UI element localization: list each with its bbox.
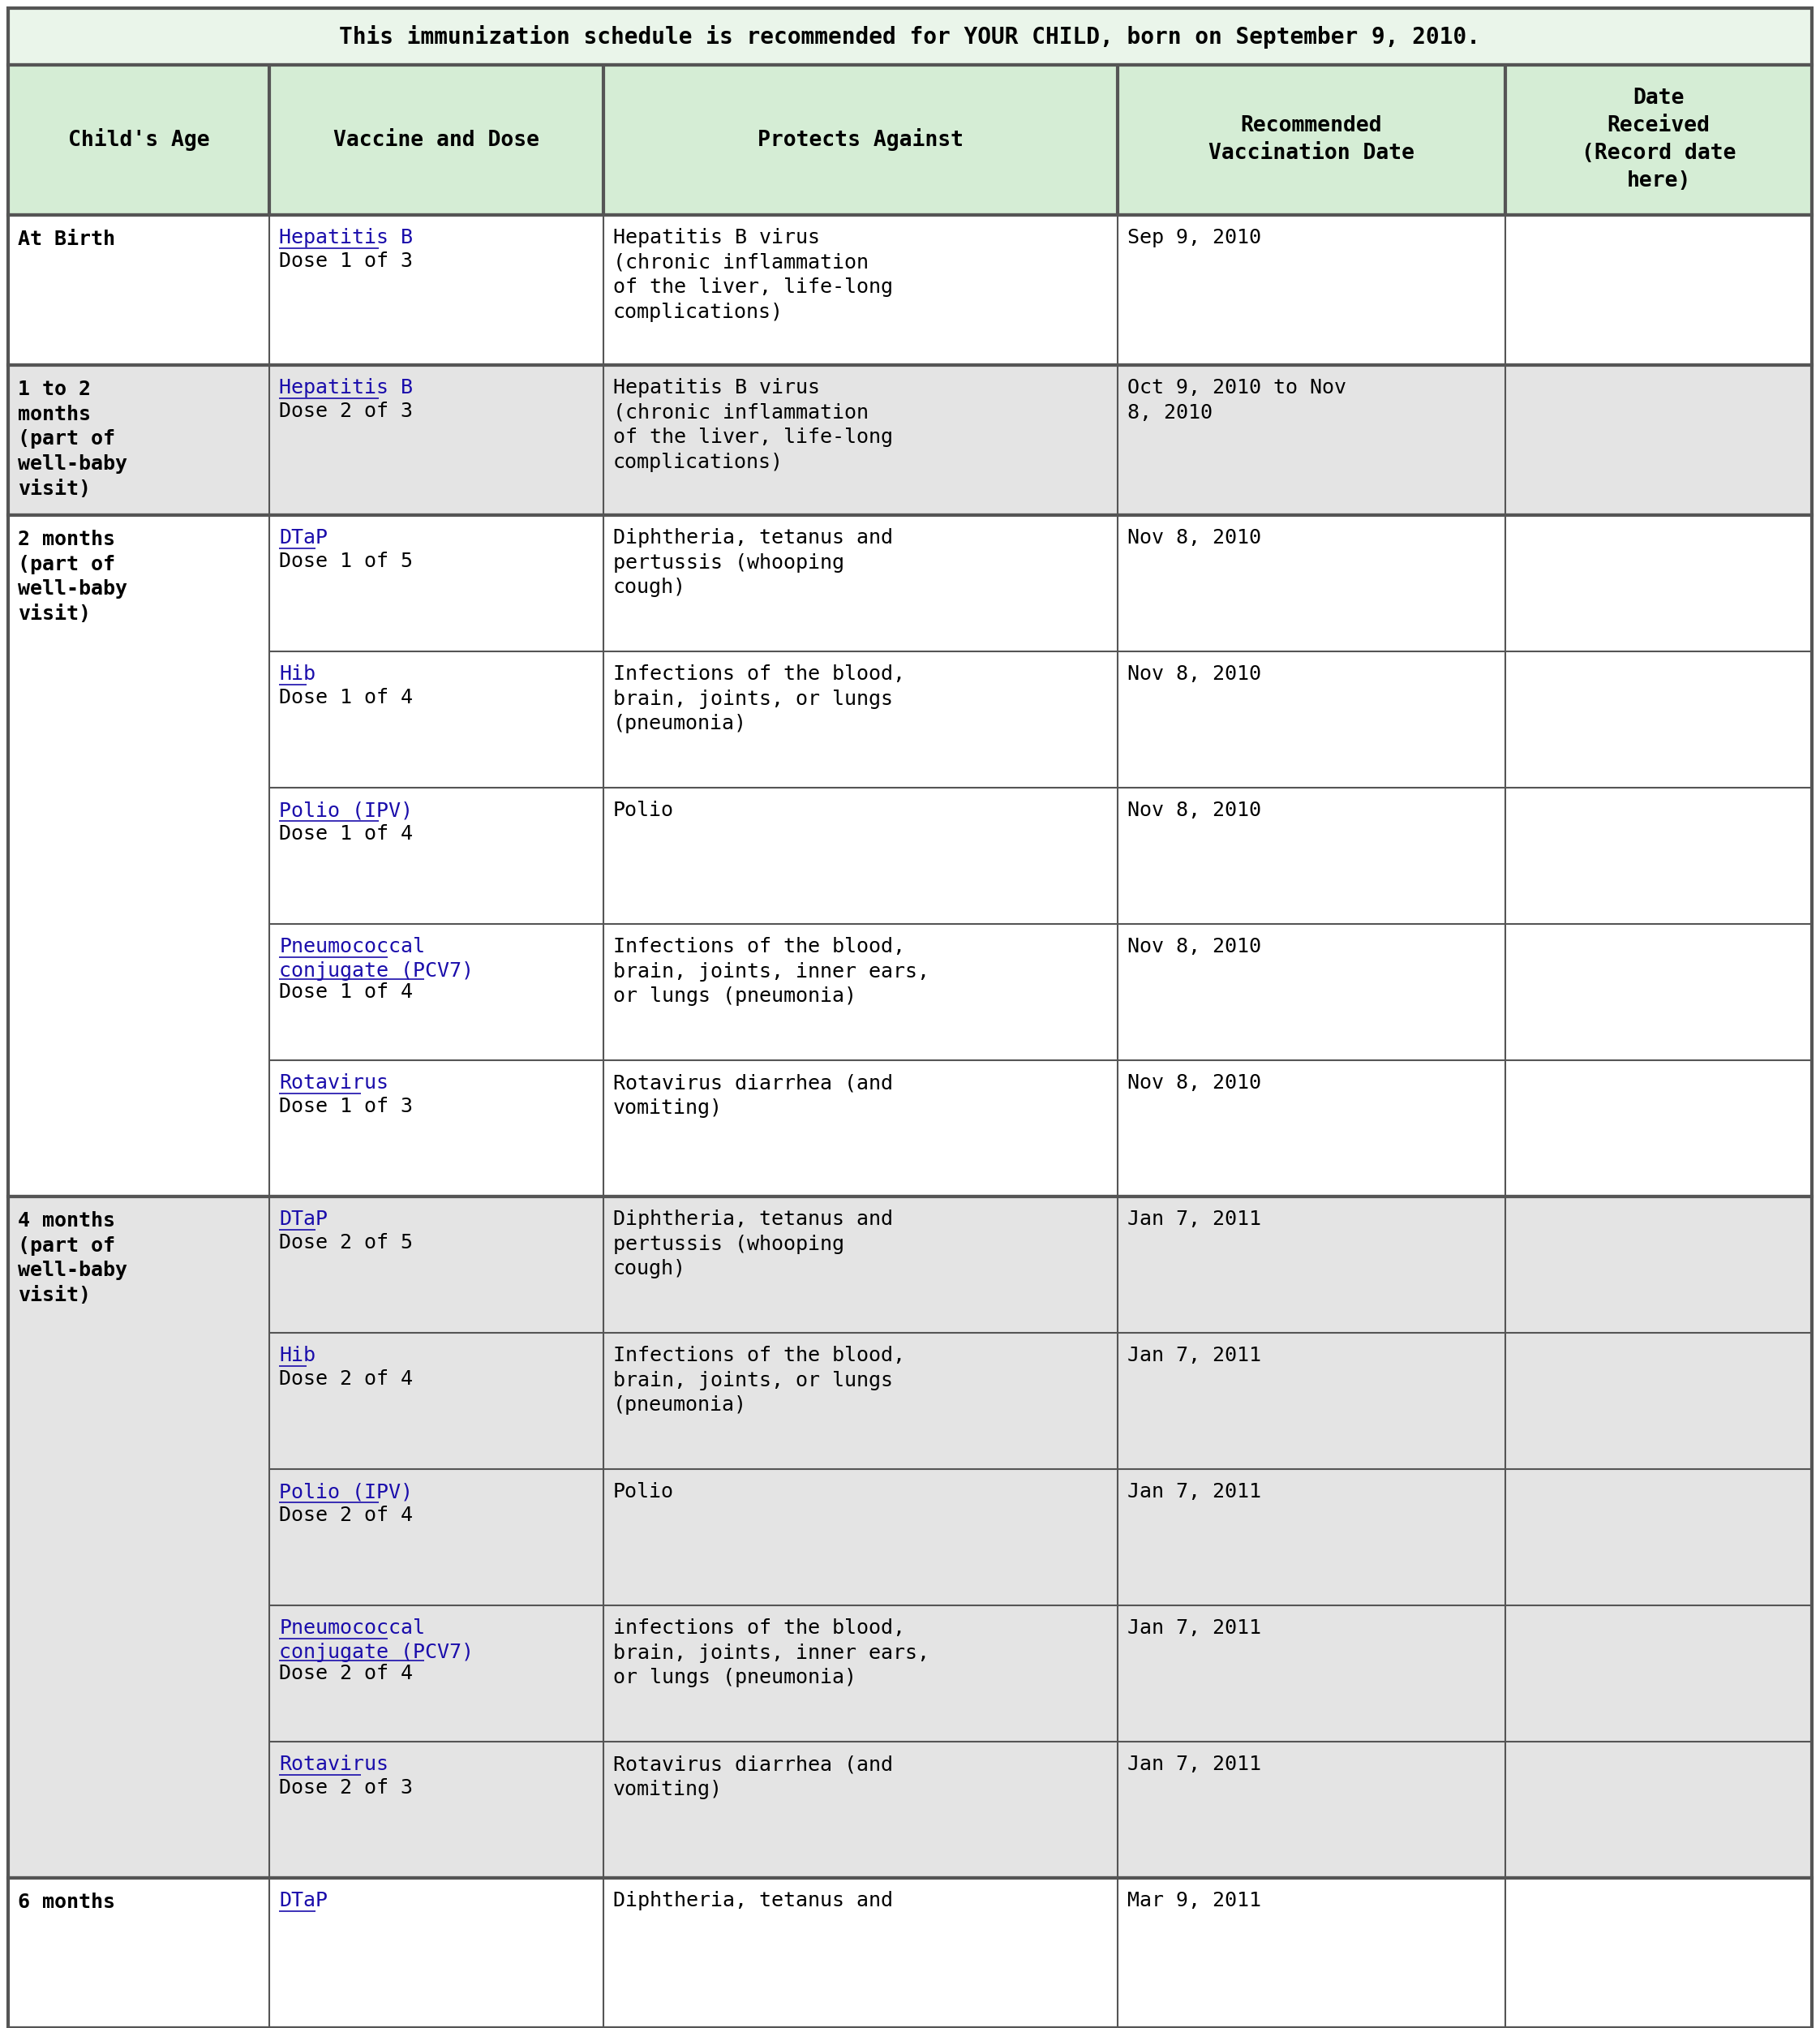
Text: Nov 8, 2010: Nov 8, 2010: [1127, 1073, 1261, 1093]
Text: Diphtheria, tetanus and
pertussis (whooping
cough): Diphtheria, tetanus and pertussis (whoop…: [613, 527, 894, 598]
Text: Hib: Hib: [280, 1347, 317, 1365]
Text: Nov 8, 2010: Nov 8, 2010: [1127, 527, 1261, 548]
Text: Dose 2 of 3: Dose 2 of 3: [280, 402, 413, 422]
Bar: [7, 65, 1813, 215]
Text: Nov 8, 2010: Nov 8, 2010: [1127, 801, 1261, 819]
Text: Jan 7, 2011: Jan 7, 2011: [1127, 1754, 1261, 1774]
Bar: [7, 215, 1813, 365]
Text: Dose 1 of 5: Dose 1 of 5: [280, 552, 413, 572]
Text: Vaccine and Dose: Vaccine and Dose: [333, 130, 539, 150]
Bar: [7, 1878, 1813, 2028]
Text: Hepatitis B virus
(chronic inflammation
of the liver, life-long
complications): Hepatitis B virus (chronic inflammation …: [613, 377, 894, 473]
Text: DTaP: DTaP: [280, 1209, 328, 1229]
Text: Infections of the blood,
brain, joints, inner ears,
or lungs (pneumonia): Infections of the blood, brain, joints, …: [613, 937, 930, 1006]
Text: Rotavirus diarrhea (and
vomiting): Rotavirus diarrhea (and vomiting): [613, 1073, 894, 1117]
Text: Dose 1 of 4: Dose 1 of 4: [280, 687, 413, 708]
Text: Polio: Polio: [613, 1482, 673, 1501]
Text: Jan 7, 2011: Jan 7, 2011: [1127, 1347, 1261, 1365]
Text: Polio (IPV): Polio (IPV): [280, 1482, 413, 1501]
Text: Dose 2 of 4: Dose 2 of 4: [280, 1663, 413, 1683]
Text: Nov 8, 2010: Nov 8, 2010: [1127, 937, 1261, 957]
Text: Diphtheria, tetanus and: Diphtheria, tetanus and: [613, 1890, 894, 1910]
Text: Nov 8, 2010: Nov 8, 2010: [1127, 665, 1261, 683]
Text: Infections of the blood,
brain, joints, or lungs
(pneumonia): Infections of the blood, brain, joints, …: [613, 1347, 905, 1416]
Text: Hepatitis B: Hepatitis B: [280, 377, 413, 397]
Text: Dose 1 of 4: Dose 1 of 4: [280, 823, 413, 844]
Text: At Birth: At Birth: [18, 229, 115, 249]
Text: Jan 7, 2011: Jan 7, 2011: [1127, 1209, 1261, 1229]
Text: Jan 7, 2011: Jan 7, 2011: [1127, 1482, 1261, 1501]
Text: Dose 2 of 5: Dose 2 of 5: [280, 1233, 413, 1253]
Text: Hepatitis B virus
(chronic inflammation
of the liver, life-long
complications): Hepatitis B virus (chronic inflammation …: [613, 227, 894, 322]
Text: Protects Against: Protects Against: [757, 128, 963, 152]
Text: 6 months: 6 months: [18, 1892, 115, 1912]
Text: Dose 2 of 4: Dose 2 of 4: [280, 1369, 413, 1389]
Text: 4 months
(part of
well-baby
visit): 4 months (part of well-baby visit): [18, 1211, 127, 1306]
Text: Rotavirus: Rotavirus: [280, 1754, 389, 1774]
Text: Oct 9, 2010 to Nov
8, 2010: Oct 9, 2010 to Nov 8, 2010: [1127, 377, 1347, 422]
Text: Jan 7, 2011: Jan 7, 2011: [1127, 1618, 1261, 1639]
Bar: [7, 8, 1813, 65]
Text: Pneumococcal
conjugate (PCV7): Pneumococcal conjugate (PCV7): [280, 937, 473, 980]
Text: 1 to 2
months
(part of
well-baby
visit): 1 to 2 months (part of well-baby visit): [18, 379, 127, 499]
Text: DTaP: DTaP: [280, 527, 328, 548]
Text: 2 months
(part of
well-baby
visit): 2 months (part of well-baby visit): [18, 529, 127, 625]
Text: This immunization schedule is recommended for YOUR CHILD, born on September 9, 2: This immunization schedule is recommende…: [339, 24, 1481, 49]
Text: Diphtheria, tetanus and
pertussis (whooping
cough): Diphtheria, tetanus and pertussis (whoop…: [613, 1209, 894, 1280]
Bar: [7, 515, 1813, 1197]
Text: Child's Age: Child's Age: [67, 128, 209, 152]
Text: Dose 1 of 4: Dose 1 of 4: [280, 982, 413, 1002]
Text: Rotavirus diarrhea (and
vomiting): Rotavirus diarrhea (and vomiting): [613, 1754, 894, 1799]
Text: Hepatitis B: Hepatitis B: [280, 227, 413, 247]
Text: DTaP: DTaP: [280, 1890, 328, 1910]
Text: Infections of the blood,
brain, joints, or lungs
(pneumonia): Infections of the blood, brain, joints, …: [613, 665, 905, 734]
Text: Hib: Hib: [280, 665, 317, 683]
Text: Dose 2 of 4: Dose 2 of 4: [280, 1505, 413, 1525]
Text: Date
Received
(Record date
here): Date Received (Record date here): [1582, 87, 1736, 193]
Bar: [7, 1197, 1813, 1878]
Text: Mar 9, 2011: Mar 9, 2011: [1127, 1890, 1261, 1910]
Text: Recommended
Vaccination Date: Recommended Vaccination Date: [1208, 116, 1414, 164]
Text: Rotavirus: Rotavirus: [280, 1073, 389, 1093]
Text: Polio: Polio: [613, 801, 673, 819]
Text: infections of the blood,
brain, joints, inner ears,
or lungs (pneumonia): infections of the blood, brain, joints, …: [613, 1618, 930, 1687]
Text: Dose 1 of 3: Dose 1 of 3: [280, 251, 413, 272]
Text: Pneumococcal
conjugate (PCV7): Pneumococcal conjugate (PCV7): [280, 1618, 473, 1661]
Text: Dose 1 of 3: Dose 1 of 3: [280, 1097, 413, 1115]
Text: Polio (IPV): Polio (IPV): [280, 801, 413, 819]
Bar: [7, 365, 1813, 515]
Text: Sep 9, 2010: Sep 9, 2010: [1127, 227, 1261, 247]
Text: Dose 2 of 3: Dose 2 of 3: [280, 1779, 413, 1797]
